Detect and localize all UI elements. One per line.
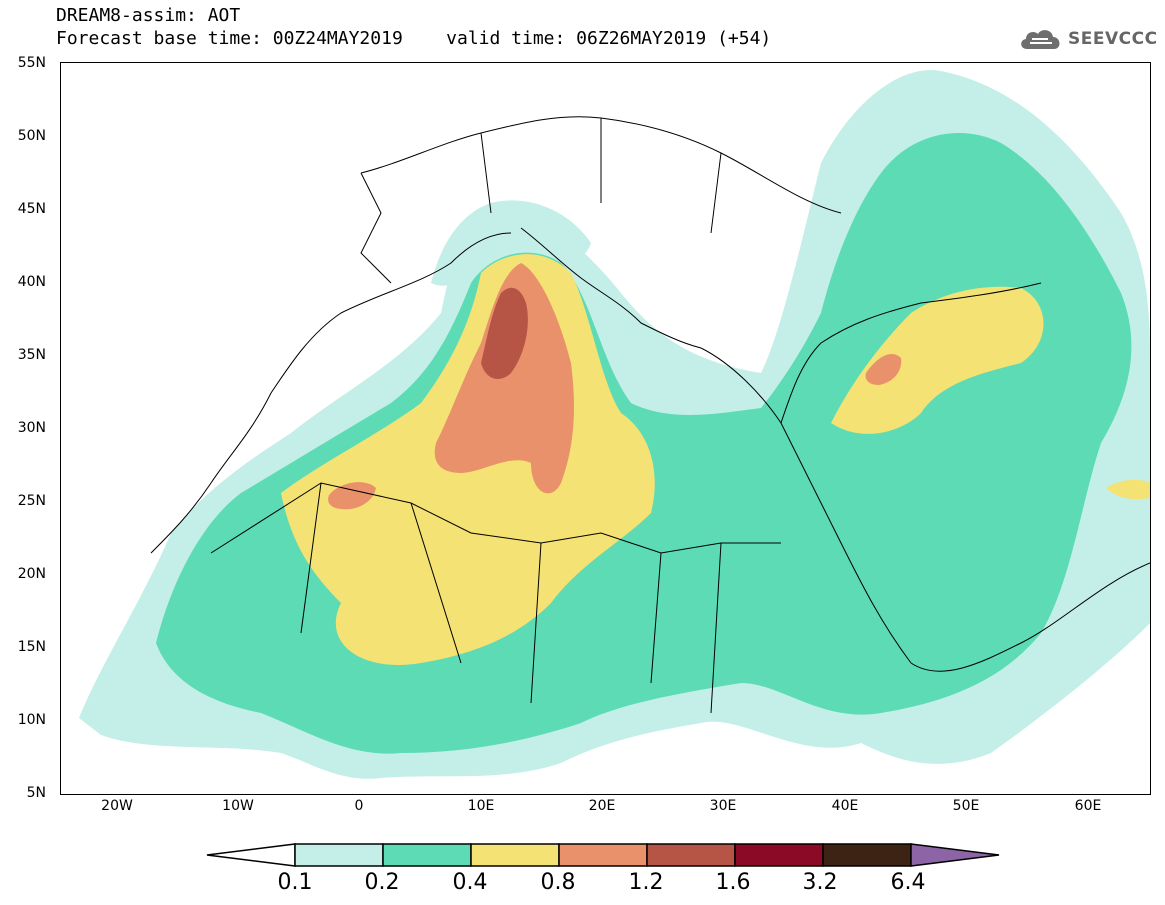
colorbar-label: 1.2: [628, 870, 664, 895]
lon-label: 40E: [831, 798, 859, 814]
lat-label: 55N: [17, 55, 46, 71]
forecast-base-time: Forecast base time: 00Z24MAY2019: [56, 28, 403, 49]
colorbar-swatch: [734, 843, 824, 867]
colorbar-swatch: [558, 843, 648, 867]
colorbar-swatch: [822, 843, 912, 867]
colorbar-swatch: [646, 843, 736, 867]
aot-contour-0.4-gulf: [1106, 479, 1150, 500]
lat-label: 20N: [17, 566, 46, 582]
colorbar-label: 0.4: [452, 870, 488, 895]
logo-text: SEEVCCC: [1068, 29, 1158, 49]
lon-label: 10W: [222, 798, 254, 814]
country-borders: [150, 116, 1150, 714]
aot-contour-0.4-east: [831, 286, 1044, 434]
lat-label: 50N: [17, 128, 46, 144]
colorbar-label: 0.1: [277, 870, 313, 895]
lat-label: 5N: [26, 785, 46, 801]
lat-label: 45N: [17, 201, 46, 217]
lon-label: 0: [354, 798, 364, 814]
lat-label: 25N: [17, 493, 46, 509]
lon-label: 20W: [101, 798, 133, 814]
aot-contour-0.8-islet: [328, 482, 376, 510]
aot-map-canvas: [79, 69, 1150, 779]
colorbar-arrow-low: [206, 843, 296, 867]
lat-label: 10N: [17, 712, 46, 728]
colorbar-swatch: [294, 843, 384, 867]
lat-label: 30N: [17, 420, 46, 436]
lon-label: 20E: [588, 798, 616, 814]
aot-map: [60, 62, 1151, 795]
cloud-icon: [1021, 30, 1060, 49]
colorbar-swatch: [382, 843, 472, 867]
colorbar-label: 0.8: [540, 870, 576, 895]
colorbar-arrow-high: [910, 843, 1000, 867]
lat-label: 15N: [17, 639, 46, 655]
seevccc-logo: SEEVCCC: [1018, 24, 1158, 54]
aot-contour-0.8-east: [865, 353, 902, 385]
colorbar-label: 6.4: [890, 870, 926, 895]
map-title: DREAM8-assim: AOT: [56, 5, 241, 26]
colorbar-swatch: [470, 843, 560, 867]
valid-time: valid time: 06Z26MAY2019 (+54): [446, 28, 772, 49]
lon-label: 60E: [1074, 798, 1102, 814]
colorbar-label: 0.2: [364, 870, 400, 895]
lat-label: 35N: [17, 347, 46, 363]
aot-contour-1.2: [481, 287, 528, 379]
lat-label: 40N: [17, 274, 46, 290]
aot-colorbar: [206, 843, 1000, 867]
lon-label: 10E: [467, 798, 495, 814]
forecast-times: Forecast base time: 00Z24MAY2019 valid t…: [56, 29, 771, 49]
lon-label: 30E: [709, 798, 737, 814]
lon-label: 50E: [952, 798, 980, 814]
colorbar-label: 3.2: [802, 870, 838, 895]
aot-contours: [79, 69, 1150, 779]
aot-contour-0.8: [434, 263, 574, 494]
colorbar-label: 1.6: [715, 870, 751, 895]
